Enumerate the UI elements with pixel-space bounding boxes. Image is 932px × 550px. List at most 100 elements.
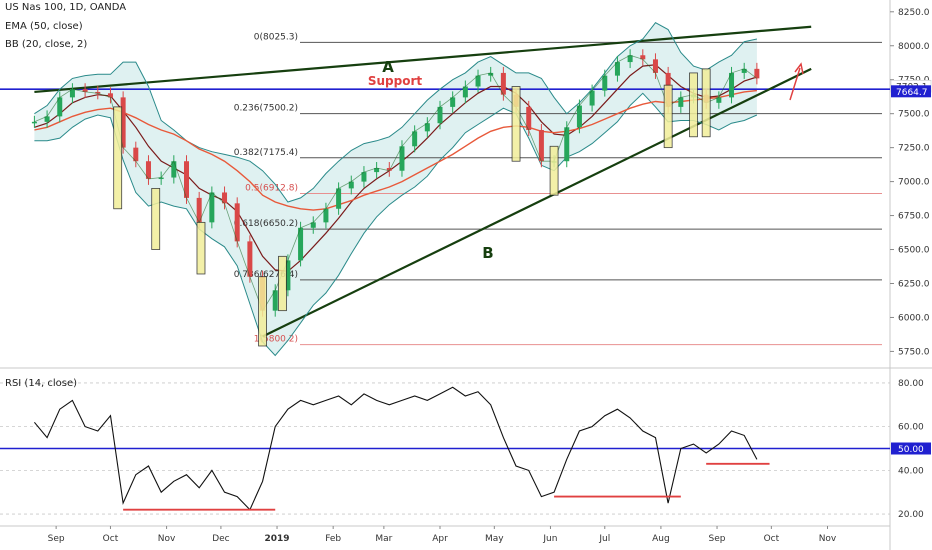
- price-candle: [450, 97, 456, 107]
- price-axis-tag: [891, 85, 931, 98]
- price-candle: [627, 55, 633, 63]
- price-candle: [171, 161, 177, 178]
- price-candle: [500, 72, 506, 95]
- ema-line: [34, 89, 757, 211]
- time-tick-label: Jun: [542, 534, 557, 544]
- price-candle: [82, 89, 88, 92]
- highlight-box: [196, 221, 206, 275]
- trendline-b-label: B: [482, 244, 493, 262]
- price-candle: [424, 123, 430, 132]
- price-candle: [57, 97, 63, 117]
- price-candle: [640, 55, 646, 60]
- price-candle: [310, 222, 316, 228]
- highlight-box: [549, 145, 559, 196]
- highlight-box: [113, 106, 123, 210]
- price-candle: [323, 208, 329, 223]
- rsi-level-tag: [891, 442, 931, 455]
- price-candle: [31, 121, 37, 124]
- price-tick-label: 6250.0: [898, 279, 930, 289]
- price-candle: [564, 127, 570, 162]
- fib-level-label: 0.382(7175.4): [234, 148, 298, 158]
- trendline-b: [262, 67, 812, 338]
- price-candle: [298, 227, 304, 261]
- legend-symbol: US Nas 100, 1D, OANDA: [5, 2, 127, 13]
- price-candle: [107, 93, 113, 98]
- rsi-tick-label: 80.00: [898, 379, 924, 389]
- price-candle: [462, 86, 468, 98]
- price-candle: [538, 129, 544, 162]
- time-tick-label: Sep: [48, 534, 65, 544]
- price-candle: [716, 97, 722, 103]
- rsi-legend: RSI (14, close): [5, 378, 78, 389]
- price-candle: [652, 59, 658, 73]
- price-candle: [741, 68, 747, 73]
- price-tick-label: 6750.0: [898, 212, 930, 222]
- price-candle: [602, 75, 608, 91]
- highlight-box: [278, 255, 287, 312]
- price-candle: [209, 192, 215, 223]
- time-tick-label: Nov: [158, 534, 176, 544]
- rsi-tick-label: 60.00: [898, 423, 924, 433]
- highlight-box: [701, 68, 711, 138]
- price-candle: [437, 106, 443, 124]
- price-candle: [678, 97, 684, 107]
- time-tick-label: Jul: [598, 534, 610, 544]
- highlight-box: [511, 86, 521, 162]
- time-tick-label: Nov: [819, 534, 837, 544]
- time-tick-label: May: [485, 534, 504, 544]
- time-tick-label: 2019: [265, 534, 290, 544]
- price-candle: [399, 146, 405, 171]
- rsi-level-tag-label: 50.00: [898, 445, 924, 455]
- price-candle: [196, 197, 202, 223]
- price-candle: [272, 290, 278, 311]
- time-tick-label: Feb: [325, 534, 341, 544]
- trendline-a: [34, 25, 812, 94]
- price-candle: [374, 168, 380, 173]
- fib-level-label: 0(8025.3): [254, 32, 298, 42]
- time-tick-label: Sep: [709, 534, 726, 544]
- highlight-box: [258, 276, 267, 347]
- trendline-a-label: A: [382, 58, 394, 76]
- fib-level-label: 0.786(6276.4): [234, 270, 298, 280]
- price-tick-label: 5750.0: [898, 347, 930, 357]
- rsi-line: [33, 386, 758, 511]
- price-candle: [158, 177, 164, 180]
- rsi-tick-label: 20.00: [898, 510, 924, 520]
- fib-level-label: 0.618(6650.2): [234, 219, 298, 229]
- price-tick-label: 6000.0: [898, 313, 930, 323]
- price-candle: [589, 90, 595, 106]
- price-candle: [184, 161, 190, 198]
- legend-ema: EMA (50, close): [5, 21, 83, 32]
- price-candle: [576, 105, 582, 128]
- highlight-box: [151, 187, 161, 250]
- time-tick-label: Dec: [212, 534, 229, 544]
- price-candle: [475, 75, 481, 87]
- price-tick-label: 7250.0: [898, 144, 930, 154]
- price-candle: [526, 106, 532, 130]
- price-candle: [386, 168, 392, 171]
- price-line: [34, 54, 758, 312]
- price-candle: [336, 188, 342, 209]
- price-candle: [412, 131, 418, 147]
- rsi-tick-label: 40.00: [898, 466, 924, 476]
- price-candle: [348, 181, 354, 189]
- price-candle: [729, 72, 735, 98]
- price-candle: [361, 172, 367, 182]
- highlight-box: [689, 72, 698, 138]
- price-tick-label: 7000.0: [898, 178, 930, 188]
- time-tick-label: Oct: [103, 534, 119, 544]
- fib-level-label: 0.5(6912.8): [245, 183, 298, 193]
- fib-level-label: 0.236(7500.2): [234, 104, 298, 114]
- bollinger-basis-line: [34, 64, 758, 272]
- price-candle: [488, 72, 494, 76]
- price-candle: [614, 62, 620, 76]
- time-tick-label: Apr: [432, 534, 448, 544]
- price-candle: [133, 147, 139, 162]
- up-arrow-head: [794, 62, 804, 75]
- support-label: Support: [368, 74, 423, 88]
- price-candle: [285, 260, 291, 291]
- price-candle: [247, 241, 253, 277]
- price-tick-label: 8000.0: [898, 42, 930, 52]
